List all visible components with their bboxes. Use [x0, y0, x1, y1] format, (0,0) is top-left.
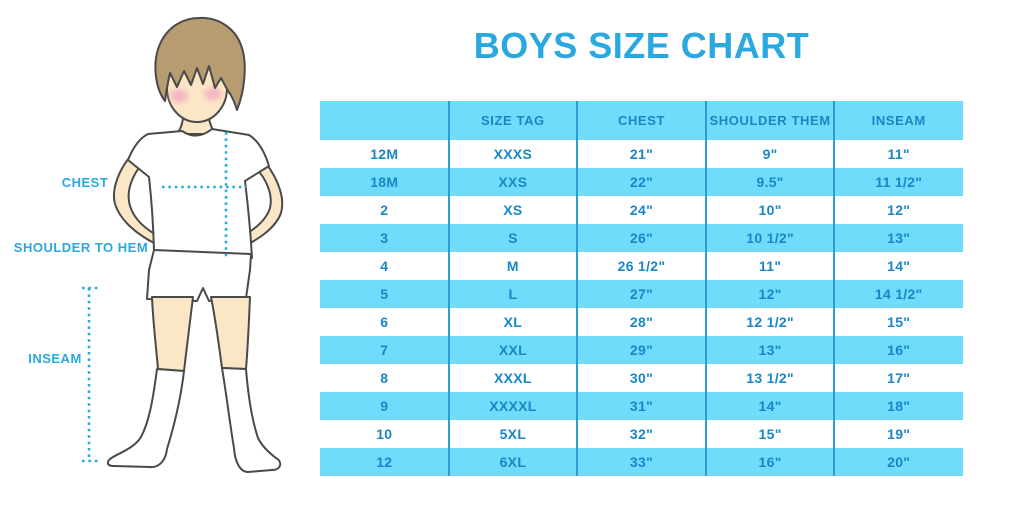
table-cell: 28"	[629, 314, 654, 330]
column-divider	[833, 101, 836, 476]
table-cell: 8	[380, 370, 389, 386]
shoulder-to-hem-label: SHOULDER TO HEM	[13, 240, 149, 255]
table-cell: 5	[380, 286, 389, 302]
left-sock-shape	[106, 368, 185, 469]
table-body: 12M XXXS 21" 9" 11" 18M XXS 22" 9.5" 11 …	[320, 140, 963, 476]
table-cell: 13"	[758, 342, 782, 358]
table-cell: 12M	[370, 146, 399, 162]
boy-figure-illustration: CHEST SHOULDER TO HEM INSEAM	[0, 0, 320, 512]
table-cell: 10"	[758, 202, 782, 218]
table-cell: 18"	[887, 398, 911, 414]
table-cell: 26"	[629, 230, 654, 246]
table-cell: 17"	[887, 370, 911, 386]
table-cell: 31"	[629, 398, 654, 414]
table-row: 12M XXXS 21" 9" 11"	[320, 140, 963, 168]
hair-shape	[154, 16, 246, 111]
table-cell: 14 1/2"	[874, 286, 923, 302]
table-cell: 18M	[370, 174, 399, 190]
table-cell: 22"	[629, 174, 654, 190]
table-cell: 5XL	[499, 426, 527, 442]
table-cell: 24"	[629, 202, 654, 218]
table-cell: XXS	[498, 174, 528, 190]
table-cell: 12	[376, 454, 393, 470]
table-row: 10 5XL 32" 15" 19"	[320, 420, 963, 448]
table-cell: 16"	[887, 342, 911, 358]
table-row: 6 XL 28" 12 1/2" 15"	[320, 308, 963, 336]
page-title: BOYS SIZE CHART	[473, 25, 810, 66]
table-cell: XXXL	[494, 370, 532, 386]
table-cell: 7	[380, 342, 389, 358]
table-cell: 9	[380, 398, 389, 414]
table-cell: 10	[376, 426, 393, 442]
table-cell: XXXXL	[489, 398, 537, 414]
table-row: 12 6XL 33" 16" 20"	[320, 448, 963, 476]
inseam-label: INSEAM	[28, 351, 82, 366]
table-cell: 14"	[758, 398, 782, 414]
column-divider	[447, 101, 450, 476]
column-header-inseam: INSEAM	[871, 113, 926, 128]
column-header-size	[320, 101, 449, 140]
table-row: 7 XXL 29" 13" 16"	[320, 336, 963, 364]
table-cell: L	[508, 286, 518, 302]
table-row: 5 L 27" 12" 14 1/2"	[320, 280, 963, 308]
right-sock-shape	[221, 367, 282, 473]
table-cell: 33"	[629, 454, 654, 470]
table-cell: 15"	[758, 426, 782, 442]
table-cell: 20"	[887, 454, 911, 470]
table-row: 8 XXXL 30" 13 1/2" 17"	[320, 364, 963, 392]
table-row: 9 XXXXL 31" 14" 18"	[320, 392, 963, 420]
table-cell: 16"	[758, 454, 782, 470]
table-cell: 13 1/2"	[746, 370, 794, 386]
table-cell: 32"	[629, 426, 654, 442]
table-cell: 14"	[887, 258, 911, 274]
table-cell: 11 1/2"	[875, 174, 923, 190]
table-cell: 12 1/2"	[746, 314, 794, 330]
boy-figure-svg	[82, 16, 284, 473]
right-thigh-shape	[210, 296, 251, 370]
table-cell: 11"	[887, 146, 910, 162]
table-cell: 6XL	[499, 454, 527, 470]
column-divider	[704, 101, 707, 476]
table-header-row: SIZE TAG CHEST SHOULDER THEM INSEAM	[320, 101, 963, 140]
left-thigh-shape	[151, 296, 194, 372]
size-chart-table: SIZE TAG CHEST SHOULDER THEM INSEAM 12M …	[320, 101, 963, 476]
table-cell: XS	[503, 202, 523, 218]
table-cell: 12"	[758, 286, 782, 302]
table-row: 3 S 26" 10 1/2" 13"	[320, 224, 963, 252]
table-cell: 19"	[887, 426, 911, 442]
table-cell: 9"	[762, 146, 778, 162]
table-cell: 29"	[629, 342, 654, 358]
table-cell: 15"	[887, 314, 911, 330]
table-row: 2 XS 24" 10" 12"	[320, 196, 963, 224]
table-cell: 2	[380, 202, 389, 218]
table-cell: 10 1/2"	[746, 230, 794, 246]
table-cell: 6	[380, 314, 389, 330]
table-cell: 30"	[629, 370, 654, 386]
table-cell: XXL	[498, 342, 527, 358]
chest-label: CHEST	[61, 175, 109, 190]
table-cell: 11"	[758, 258, 782, 274]
table-row: 18M XXS 22" 9.5" 11 1/2"	[320, 168, 963, 196]
table-cell: 21"	[629, 146, 654, 162]
table-cell: S	[508, 230, 518, 246]
table-cell: M	[506, 258, 519, 274]
table-cell: 26 1/2"	[617, 258, 666, 274]
column-header-chest: CHEST	[617, 113, 666, 128]
column-divider	[576, 101, 579, 476]
table-cell: 27"	[629, 286, 654, 302]
table-cell: 9.5"	[756, 174, 784, 190]
column-header-shoulder: SHOULDER THEM	[709, 113, 831, 128]
table-row: 4 M 26 1/2" 11" 14"	[320, 252, 963, 280]
left-cheek-blush	[170, 89, 188, 103]
table-cell: 12"	[887, 202, 911, 218]
table-cell: 13"	[887, 230, 911, 246]
column-header-size-tag: SIZE TAG	[480, 113, 545, 128]
table-cell: 4	[380, 258, 389, 274]
table-cell: 3	[380, 230, 389, 246]
shorts-shape	[146, 249, 252, 302]
table-cell: XXXS	[493, 146, 533, 162]
right-cheek-blush	[204, 87, 222, 101]
table-cell: XL	[503, 314, 523, 330]
